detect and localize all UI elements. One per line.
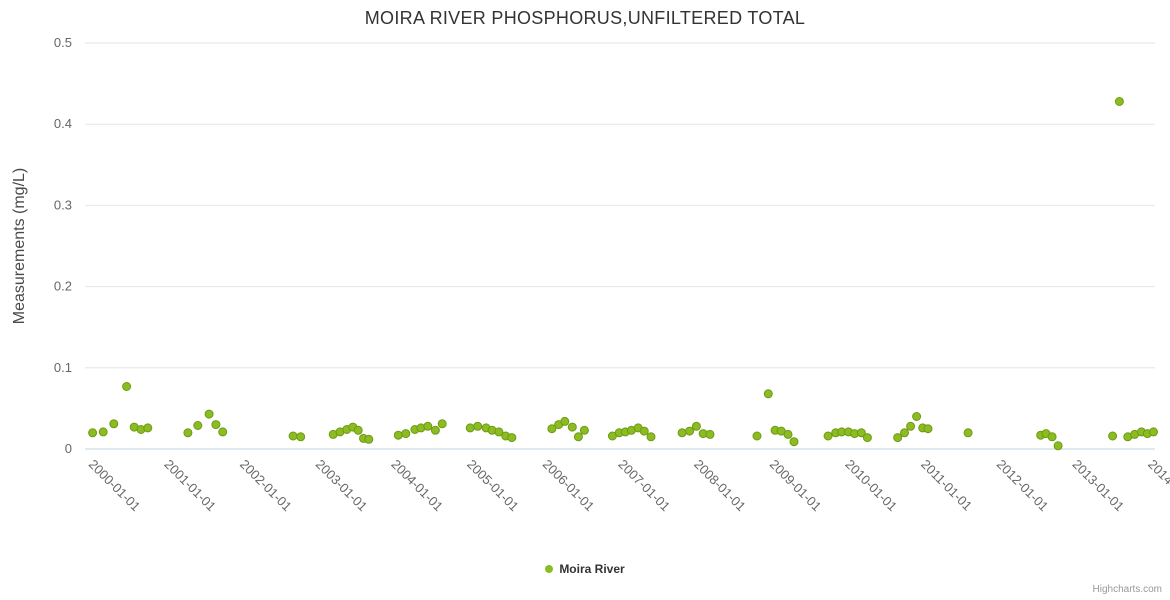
- data-point[interactable]: [193, 421, 203, 430]
- data-point[interactable]: [473, 421, 483, 431]
- data-point[interactable]: [856, 428, 866, 438]
- data-point[interactable]: [1149, 427, 1158, 437]
- y-axis-title: Measurements (mg/L): [11, 168, 28, 325]
- data-point[interactable]: [789, 437, 799, 447]
- chart-title: MOIRA RIVER PHOSPHORUS,UNFILTERED TOTAL: [364, 8, 806, 28]
- legend-item-moira-river[interactable]: Moira River: [0, 562, 1170, 576]
- x-tick-label: 2004-01-01: [388, 457, 446, 515]
- data-point[interactable]: [646, 432, 656, 442]
- data-point[interactable]: [494, 427, 504, 437]
- data-point[interactable]: [296, 432, 306, 442]
- y-tick-label: 0.4: [54, 116, 72, 131]
- data-point[interactable]: [1114, 97, 1124, 106]
- data-point[interactable]: [88, 428, 98, 438]
- data-point[interactable]: [691, 421, 701, 431]
- data-point[interactable]: [567, 422, 577, 432]
- data-point[interactable]: [923, 424, 933, 434]
- x-tick-label: 2009-01-01: [767, 457, 825, 515]
- x-tick-label: 2007-01-01: [615, 457, 673, 515]
- data-point[interactable]: [763, 389, 773, 399]
- data-point[interactable]: [218, 427, 228, 437]
- data-point[interactable]: [560, 416, 570, 426]
- highcharts-credits-link[interactable]: Highcharts.com: [1092, 584, 1162, 595]
- data-point[interactable]: [547, 424, 557, 434]
- x-tick-label: 2003-01-01: [313, 457, 371, 515]
- data-point[interactable]: [393, 430, 403, 440]
- y-tick-label: 0.1: [54, 360, 72, 375]
- data-point[interactable]: [288, 431, 298, 441]
- x-tick-label: 2013-01-01: [1069, 457, 1127, 515]
- data-point[interactable]: [752, 431, 762, 441]
- x-tick-label: 2006-01-01: [540, 457, 598, 515]
- data-point[interactable]: [109, 419, 119, 429]
- data-point[interactable]: [364, 434, 374, 444]
- legend-label: Moira River: [559, 562, 625, 576]
- data-point[interactable]: [893, 433, 903, 443]
- data-point[interactable]: [906, 421, 916, 431]
- data-point[interactable]: [353, 425, 363, 435]
- data-point[interactable]: [465, 423, 475, 433]
- x-tick-label: 2010-01-01: [842, 457, 900, 515]
- data-point[interactable]: [677, 428, 687, 438]
- data-point[interactable]: [783, 429, 793, 439]
- data-point[interactable]: [143, 423, 153, 433]
- x-tick-label: 2000-01-01: [86, 457, 144, 515]
- data-point[interactable]: [507, 433, 517, 443]
- data-point[interactable]: [1053, 441, 1063, 451]
- data-point[interactable]: [900, 428, 909, 438]
- data-point[interactable]: [823, 431, 833, 441]
- data-point[interactable]: [430, 425, 440, 435]
- x-tick-label: 2012-01-01: [994, 457, 1052, 515]
- x-tick-label: 2005-01-01: [464, 457, 522, 515]
- data-point[interactable]: [862, 433, 872, 443]
- data-point[interactable]: [639, 426, 649, 436]
- y-tick-label: 0: [65, 441, 72, 456]
- data-point[interactable]: [122, 382, 132, 391]
- data-point[interactable]: [211, 420, 221, 430]
- x-tick-label: 2011-01-01: [918, 457, 975, 514]
- y-tick-label: 0.5: [54, 35, 72, 50]
- data-point[interactable]: [183, 428, 193, 438]
- data-point[interactable]: [705, 429, 715, 439]
- data-point[interactable]: [1047, 432, 1057, 442]
- data-point[interactable]: [437, 419, 447, 429]
- data-point[interactable]: [573, 432, 583, 442]
- data-point[interactable]: [401, 429, 411, 439]
- y-tick-label: 0.3: [54, 197, 72, 212]
- data-point[interactable]: [685, 426, 695, 436]
- y-tick-label: 0.2: [54, 279, 72, 294]
- x-tick-label: 2002-01-01: [237, 457, 295, 515]
- data-point[interactable]: [912, 412, 922, 421]
- data-point[interactable]: [1108, 431, 1118, 441]
- data-point[interactable]: [423, 421, 433, 431]
- x-tick-label: 2001-01-01: [161, 457, 219, 515]
- data-point[interactable]: [579, 425, 589, 435]
- data-point[interactable]: [98, 427, 108, 437]
- x-tick-label: 2014-01-01: [1145, 457, 1170, 515]
- legend-marker-icon: [545, 565, 554, 573]
- data-point[interactable]: [204, 409, 214, 419]
- x-tick-label: 2008-01-01: [691, 457, 749, 515]
- data-point[interactable]: [963, 428, 973, 438]
